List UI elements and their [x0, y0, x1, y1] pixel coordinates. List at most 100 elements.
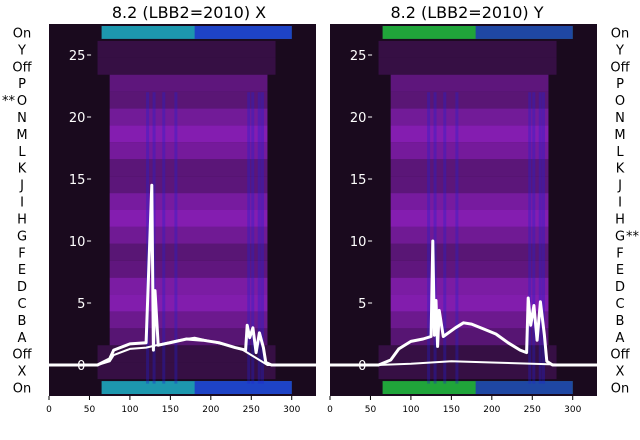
- y-tick-label-0: 0: [77, 359, 85, 374]
- row-label-10: I: [20, 196, 24, 211]
- right-series-lines: [330, 239, 597, 367]
- row-label-20: X: [18, 365, 27, 380]
- left-panel: 0 5 10 15 20 25 0 50 100 150 200 250 300 8.2 (LBB2=…: [46, 3, 316, 415]
- left-x-ticks: 0 50 100 150 200 250 300: [46, 396, 301, 415]
- left-series-lines: [49, 183, 316, 367]
- x-tick-label-1: 50: [84, 405, 96, 415]
- row-label-15: D: [17, 280, 27, 295]
- heatmap-row-m-6: [390, 125, 549, 143]
- row-label-14: E: [616, 263, 624, 278]
- heatmap-streak-7: [260, 92, 264, 384]
- row-label-16: C: [17, 297, 26, 312]
- y-tick-label-1: 5: [77, 297, 85, 312]
- heatmap-streak-2: [443, 92, 447, 384]
- row-label-0: On: [611, 26, 629, 41]
- heatmap-row-k-8: [109, 159, 268, 177]
- x-tick-label-0: 0: [46, 405, 52, 415]
- heatmap-row-d-15: [390, 277, 549, 295]
- heatmap-row-h-11: [109, 210, 268, 227]
- heatmap-row-n-5: [109, 108, 268, 126]
- x-tick-label-6: 300: [564, 405, 581, 415]
- x-tick-label-5: 250: [243, 405, 260, 415]
- heatmap-row-f-13: [390, 243, 549, 261]
- left-y-ticks: 0 5 10 15 20 25: [69, 49, 92, 374]
- heatmap-row-c-16: [109, 294, 268, 312]
- heatmap-streak-3: [455, 92, 459, 384]
- heatmap-row-p-3: [109, 74, 268, 92]
- y-tick-label-4: 20: [350, 111, 367, 126]
- row-label-2: Off: [12, 60, 32, 75]
- row-label-6: M: [16, 128, 27, 143]
- row-label-3: P: [616, 77, 624, 92]
- x-tick-label-0: 0: [327, 405, 333, 415]
- heatmap-streak-4: [528, 92, 532, 384]
- heatmap-row-y-1: [97, 40, 276, 58]
- heatmap-streak-7: [541, 92, 545, 384]
- heatmap-row-a-18: [390, 328, 549, 346]
- row-label-12: G: [17, 229, 27, 244]
- row-label-18: A: [18, 331, 27, 346]
- left-chart-title: 8.2 (LBB2=2010) X: [112, 3, 266, 22]
- row-label-9: J: [19, 179, 24, 194]
- heatmap-row-o-4: [109, 91, 268, 109]
- heatmap-streak-5: [251, 92, 255, 384]
- heatmap-row-off-2: [97, 57, 276, 75]
- row-label-16: C: [615, 297, 624, 312]
- heatmap-row-k-8: [390, 159, 549, 177]
- row-label-15: D: [615, 280, 625, 295]
- row-label-1: Y: [17, 43, 26, 58]
- row-label-19: Off: [12, 348, 32, 363]
- heatmap-row-i-10: [390, 193, 549, 210]
- heatmap-row-j-9: [109, 176, 268, 194]
- heatmap-row-off-2: [378, 57, 557, 75]
- row-label-11: H: [17, 212, 27, 227]
- row-label-7: L: [616, 145, 624, 160]
- heatmap-streak-3: [174, 92, 178, 384]
- heatmap-row-g-12: [390, 226, 549, 244]
- heatmap-row-b-17: [109, 311, 268, 329]
- heatmap-streak-2: [162, 92, 166, 384]
- row-label-14: E: [18, 263, 26, 278]
- heatmap-row-e-14: [390, 260, 549, 278]
- heatmap-row-p-3: [390, 74, 549, 92]
- row-label-17: B: [18, 314, 27, 329]
- heatmap-row-accent-0: [475, 26, 573, 39]
- row-label-0: On: [13, 26, 31, 41]
- heatmap-streak-0: [146, 92, 150, 384]
- heatmap-row-c-16: [390, 294, 549, 312]
- right-y-ticks: 0 5 10 15 20 25: [350, 49, 373, 374]
- row-label-17: B: [616, 314, 625, 329]
- heatmap-row-x-20: [97, 362, 276, 380]
- heatmap-streak-6: [538, 92, 542, 384]
- x-tick-label-3: 150: [443, 405, 460, 415]
- heatmap-row-n-5: [390, 108, 549, 126]
- row-label-6: M: [614, 128, 625, 143]
- row-label-1: Y: [615, 43, 624, 58]
- heatmap-row-f-13: [109, 243, 268, 261]
- series-line-0: [330, 239, 597, 367]
- row-label-4: O: [615, 94, 625, 109]
- heatmap-streak-1: [433, 92, 437, 384]
- heatmap-streak-5: [532, 92, 536, 384]
- row-label-13: F: [18, 246, 25, 261]
- row-label-5: N: [615, 111, 625, 126]
- heatmap-row-y-1: [378, 40, 557, 58]
- x-tick-label-2: 100: [402, 405, 419, 415]
- right-x-ticks: 0 50 100 150 200 250 300: [327, 396, 582, 415]
- left-heatmap: [49, 24, 316, 396]
- heatmap-row-l-7: [390, 142, 549, 160]
- row-label-18: A: [616, 331, 625, 346]
- heatmap-row-off-19: [97, 345, 276, 363]
- y-tick-label-1: 5: [358, 297, 366, 312]
- row-label-20: X: [616, 365, 625, 380]
- y-tick-label-3: 15: [69, 173, 86, 188]
- row-label-21: On: [13, 382, 31, 397]
- heatmap-row-i-10: [109, 193, 268, 210]
- row-label-10: I: [618, 196, 622, 211]
- row-label-7: L: [18, 145, 26, 160]
- x-tick-label-4: 200: [483, 405, 500, 415]
- heatmap-row-accent-21: [475, 381, 573, 394]
